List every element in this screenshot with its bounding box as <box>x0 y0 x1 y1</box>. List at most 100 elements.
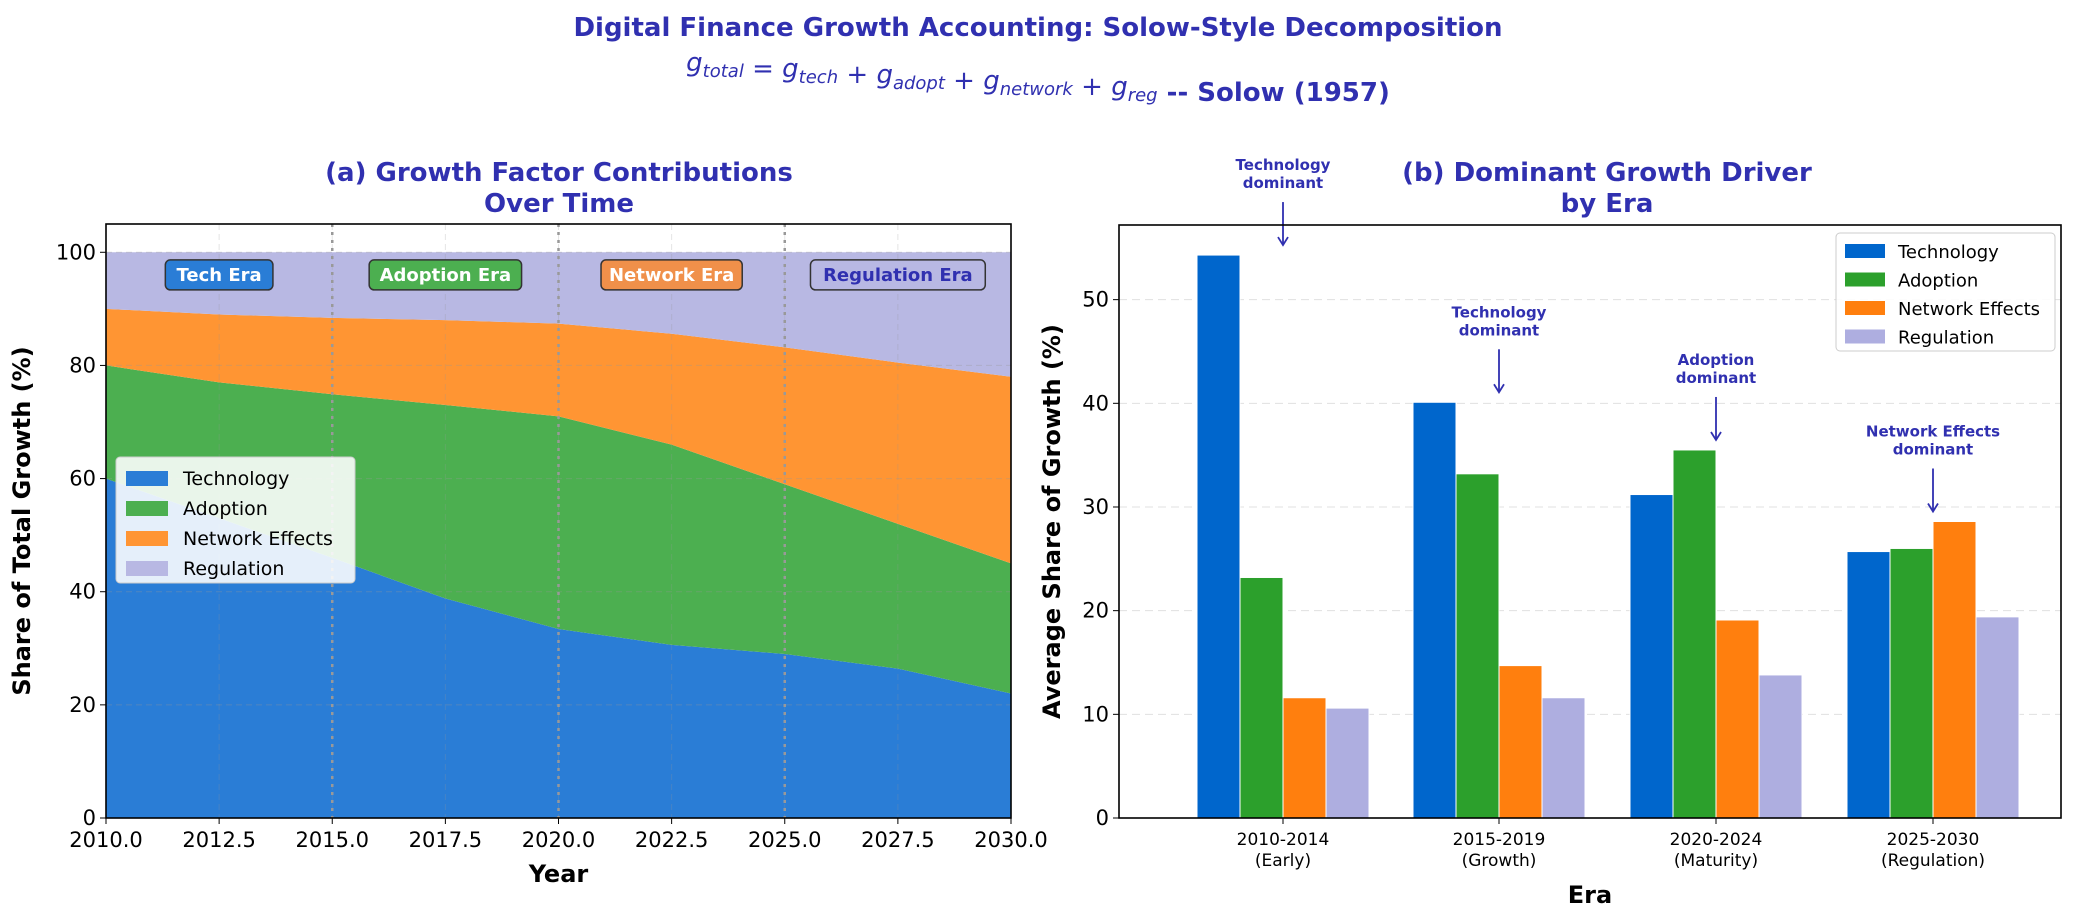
annotation-text: Technology <box>1236 156 1331 174</box>
y-tick-label: 20 <box>69 693 96 717</box>
equation-operator: = <box>744 54 782 84</box>
y-tick-label: 40 <box>1082 391 1109 415</box>
x-tick-label: 2015.0 <box>296 828 369 852</box>
bar-adoption <box>1889 547 1934 819</box>
x-tick-label: 2020-2024 <box>1670 830 1763 850</box>
equation: gtotal = gtech + gadopt + gnetwork + gre… <box>686 48 1390 108</box>
legend-box <box>1835 232 2056 352</box>
legend-swatch <box>1845 272 1885 287</box>
legend-label: Technology <box>182 468 289 490</box>
bar-chart-panel: TechnologydominantTechnologydominantAdop… <box>1038 156 2062 909</box>
legend-label: Technology <box>1897 242 1999 263</box>
era-label: Adoption Era <box>380 265 512 286</box>
bar-network-effects <box>1715 619 1760 819</box>
legend-swatch <box>1845 301 1885 315</box>
legend-label: Regulation <box>1898 328 1994 349</box>
bar-technology <box>1412 401 1457 819</box>
suptitle: Digital Finance Growth Accounting: Solow… <box>573 13 1502 43</box>
legend: Technology Adoption Network Effects Regulat… <box>1835 232 2056 352</box>
era-label-box <box>164 259 274 291</box>
y-axis-label: Share of Total Growth (%) <box>8 346 36 695</box>
annotation-text: Adoption <box>1678 351 1755 369</box>
legend-swatch <box>126 471 168 486</box>
bar-regulation <box>1541 697 1586 819</box>
x-tick-label: (Growth) <box>1462 851 1537 871</box>
x-tick-label: (Early) <box>1255 851 1311 871</box>
bar-regulation <box>1975 616 2020 819</box>
x-tick-label: 2030.0 <box>974 828 1047 852</box>
bar-technology <box>1846 551 1891 819</box>
y-tick-label: 0 <box>83 806 96 830</box>
arrowhead-icon <box>1710 431 1722 442</box>
legend-label: Network Effects <box>183 528 333 550</box>
legend-box <box>115 456 356 584</box>
equation-subscript: reg <box>1128 85 1158 106</box>
legend-label: Regulation <box>183 558 284 580</box>
x-tick-label: 2017.5 <box>409 828 482 852</box>
axes-frame <box>1118 224 2062 819</box>
bar-network-effects <box>1282 697 1327 819</box>
y-tick-label: 10 <box>1082 702 1109 726</box>
x-axis-label: Year <box>528 860 589 888</box>
bar-network-effects <box>1932 521 1977 819</box>
bar-regulation <box>1758 674 1803 819</box>
bar-network-effects <box>1498 665 1543 819</box>
y-tick-label: 100 <box>56 240 96 264</box>
equation-citation: -- Solow (1957) <box>1158 78 1390 108</box>
legend-swatch <box>126 561 168 576</box>
legend-label: Network Effects <box>1898 299 2040 320</box>
legend: Technology Adoption Network Effects Regulat… <box>115 456 356 584</box>
bar-technology <box>1629 494 1674 819</box>
equation-term: g <box>983 66 1000 96</box>
era-label-box <box>809 259 987 291</box>
arrowhead-icon <box>1493 383 1505 394</box>
y-tick-label: 60 <box>69 467 96 491</box>
era-label: Regulation Era <box>823 265 973 286</box>
equation-operator: + <box>838 60 876 90</box>
x-tick-label: 2010.0 <box>69 828 142 852</box>
legend-swatch <box>126 501 168 516</box>
legend-swatch <box>126 531 168 546</box>
y-tick-label: 20 <box>1082 599 1109 623</box>
area-chart-panel: Tech Era Adoption Era Network Era Regulatio… <box>8 158 1048 888</box>
bar-adoption <box>1455 473 1500 819</box>
equation-operator: + <box>945 66 983 96</box>
legend-label: Adoption <box>183 498 268 520</box>
equation-term: g <box>876 60 893 90</box>
annotation-text: dominant <box>1676 369 1756 387</box>
x-tick-label: 2022.5 <box>635 828 708 852</box>
chart-title-line: (a) Growth Factor Contributions <box>325 158 793 188</box>
arrowhead-icon <box>1927 503 1939 514</box>
era-label-box <box>600 259 743 291</box>
equation-subscript: adopt <box>893 73 946 94</box>
y-axis-label: Average Share of Growth (%) <box>1038 324 1066 719</box>
x-tick-label: (Regulation) <box>1881 851 1985 871</box>
chart-title-line: (b) Dominant Growth Driver <box>1402 158 1812 188</box>
x-tick-label: 2012.5 <box>182 828 255 852</box>
x-tick-label: (Maturity) <box>1674 851 1758 871</box>
equation-term: g <box>686 48 703 78</box>
annotation-text: dominant <box>1459 321 1539 339</box>
chart-title-line: Over Time <box>484 189 634 219</box>
legend-swatch <box>1845 244 1885 258</box>
chart-title-line: by Era <box>1561 189 1654 219</box>
bar-technology <box>1196 254 1241 819</box>
annotation-text: Network Effects <box>1866 423 2000 441</box>
equation-term: g <box>1111 72 1128 102</box>
x-tick-label: 2020.0 <box>522 828 595 852</box>
equation-subscript: total <box>703 61 744 82</box>
legend-swatch <box>1845 329 1885 344</box>
x-tick-label: 2027.5 <box>861 828 934 852</box>
annotation-text: dominant <box>1243 174 1323 192</box>
y-tick-label: 80 <box>69 353 96 377</box>
area-network-effects <box>106 308 1011 564</box>
y-tick-label: 50 <box>1082 288 1109 312</box>
era-label-box <box>368 259 523 291</box>
y-tick-label: 0 <box>1096 806 1109 830</box>
era-label: Tech Era <box>177 265 262 286</box>
x-axis-label: Era <box>1568 881 1612 909</box>
y-tick-label: 30 <box>1082 495 1109 519</box>
era-label: Network Era <box>609 265 734 286</box>
equation-operator: + <box>1073 72 1111 102</box>
